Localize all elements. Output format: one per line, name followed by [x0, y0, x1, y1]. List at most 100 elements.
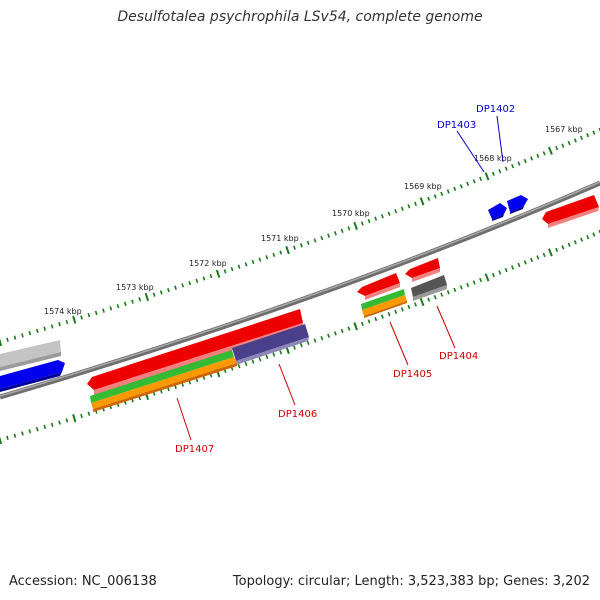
gene-label-dp1406[interactable]: DP1406	[278, 409, 317, 420]
cds-dp1404-shade	[412, 268, 440, 282]
outer-scale-minor-tick	[167, 287, 170, 293]
outer-scale-major-tick	[484, 172, 490, 181]
accession-text: Accession: NC_006138	[9, 574, 157, 589]
inner-scale-major-tick	[419, 297, 425, 307]
outer-scale-minor-tick	[43, 326, 47, 331]
inner-scale-minor-tick	[459, 285, 463, 290]
outer-scale-minor-tick	[279, 250, 283, 255]
feature-dp1407-orange[interactable]	[91, 357, 237, 409]
leader-dp1405	[389, 321, 409, 366]
inner-scale-minor-tick	[427, 297, 431, 302]
feature-dp1406-purple[interactable]	[232, 324, 309, 361]
outer-scale-minor-tick	[159, 290, 163, 295]
outer-scale-minor-tick	[209, 273, 213, 279]
inner-scale-minor-tick	[472, 280, 476, 285]
outer-scale-minor-tick	[374, 216, 378, 221]
inner-scale-major-tick	[547, 248, 553, 257]
outer-scale-minor-tick	[347, 226, 351, 231]
gene-label-dp1407[interactable]: DP1407	[175, 444, 214, 455]
gene-label-dp1404[interactable]: DP1404	[439, 351, 478, 362]
outer-scale-minor-tick	[94, 310, 98, 316]
feature-dp1405-orange[interactable]	[362, 295, 407, 316]
leader-lines	[176, 115, 504, 441]
cds-red-right[interactable]	[542, 195, 599, 224]
feature-dp1404-grey[interactable]	[411, 275, 447, 297]
scale-label-1568: 1568 kbp	[474, 154, 512, 163]
outer-scale-minor-tick	[306, 240, 310, 246]
cds-blue-left[interactable]	[0, 360, 65, 389]
genome-backbone-highlight	[0, 181, 600, 397]
outer-scale-minor-tick	[13, 335, 17, 340]
leader-dp1403	[456, 130, 485, 173]
outer-scale-major-tick	[547, 146, 553, 155]
inner-scale-major-tick	[72, 414, 77, 423]
cds-dp1405[interactable]	[357, 273, 400, 296]
feature-lightgrey-left[interactable]	[0, 340, 61, 367]
inner-scale-minor-tick	[265, 354, 269, 360]
outer-scale-minor-tick	[592, 130, 596, 135]
inner-scale-major-tick	[0, 436, 3, 445]
outer-scale-minor-tick	[21, 333, 24, 338]
feature-dp1406-purple-shade	[236, 337, 309, 365]
genome-backbone	[0, 180, 600, 400]
leader-dp1406	[278, 363, 296, 406]
outer-scale-minor-tick	[195, 278, 199, 283]
scale-label-1571: 1571 kbp	[261, 234, 299, 243]
outer-scale-minor-tick	[511, 163, 515, 169]
outer-scale-minor-tick	[272, 252, 276, 258]
outer-scale-major-tick	[215, 269, 221, 278]
inner-scale-minor-tick	[80, 413, 83, 419]
outer-scale-minor-tick	[230, 266, 234, 272]
inner-scale-minor-tick	[35, 426, 39, 432]
cds-dp1402-shade	[510, 206, 524, 214]
inner-scale-minor-tick	[555, 247, 559, 253]
outer-scale-minor-tick	[561, 143, 565, 148]
gene-label-dp1405[interactable]: DP1405	[393, 369, 432, 380]
inner-scale-minor-tick	[244, 361, 248, 367]
inner-scale-minor-tick	[592, 232, 596, 237]
outer-scale-minor-tick	[138, 297, 142, 302]
outer-scale-minor-tick	[174, 285, 177, 290]
gene-label-dp1402[interactable]: DP1402	[476, 104, 515, 115]
outer-scale-minor-tick	[367, 218, 371, 224]
inner-scale-minor-tick	[479, 277, 483, 283]
inner-scale-minor-tick	[313, 338, 317, 343]
inner-scale-minor-tick	[374, 316, 378, 322]
inner-scale-minor-tick	[542, 252, 546, 258]
outer-scale-minor-tick	[586, 133, 590, 138]
outer-scale-minor-tick	[414, 201, 417, 206]
outer-scale-minor-tick	[116, 303, 120, 309]
outer-scale-minor-tick	[65, 319, 69, 325]
feature-dp1407-green[interactable]	[90, 350, 234, 403]
feature-dp1404-grey-shade	[413, 285, 447, 301]
inner-scale-minor-tick	[414, 302, 417, 307]
outer-scale-minor-tick	[244, 262, 248, 267]
outer-scale-minor-tick	[542, 151, 546, 156]
outer-scale-minor-tick	[380, 214, 384, 219]
inner-scale-minor-tick	[21, 431, 24, 436]
inner-scale-minor-tick	[517, 262, 521, 268]
inner-scale-minor-tick	[347, 326, 351, 331]
cds-dp1404[interactable]	[405, 258, 440, 278]
genome-summary-text: Topology: circular; Length: 3,523,383 bp…	[232, 574, 590, 589]
outer-scale-ring	[0, 127, 600, 347]
gene-label-dp1403[interactable]: DP1403	[437, 120, 476, 131]
inner-scale-minor-tick	[511, 265, 515, 270]
outer-scale-major-tick	[72, 315, 77, 324]
feature-dp1405-green[interactable]	[361, 289, 405, 310]
outer-scale-minor-tick	[491, 171, 495, 176]
cds-blue-left-shade	[0, 372, 62, 392]
outer-scale-minor-tick	[258, 257, 262, 262]
cds-dp1403[interactable]	[488, 203, 507, 219]
cds-dp1402[interactable]	[507, 195, 528, 212]
outer-scale-minor-tick	[123, 301, 127, 307]
inner-scale-minor-tick	[586, 234, 590, 240]
inner-scale-minor-tick	[65, 418, 69, 423]
inner-scale-minor-tick	[567, 242, 571, 247]
inner-scale-minor-tick	[58, 420, 61, 425]
cds-dp1403-shade	[492, 214, 504, 221]
inner-scale-minor-tick	[504, 267, 508, 273]
inner-scale-minor-tick	[333, 331, 337, 336]
inner-scale-minor-tick	[561, 245, 565, 250]
cds-dp1406-dp1407[interactable]	[87, 309, 303, 390]
